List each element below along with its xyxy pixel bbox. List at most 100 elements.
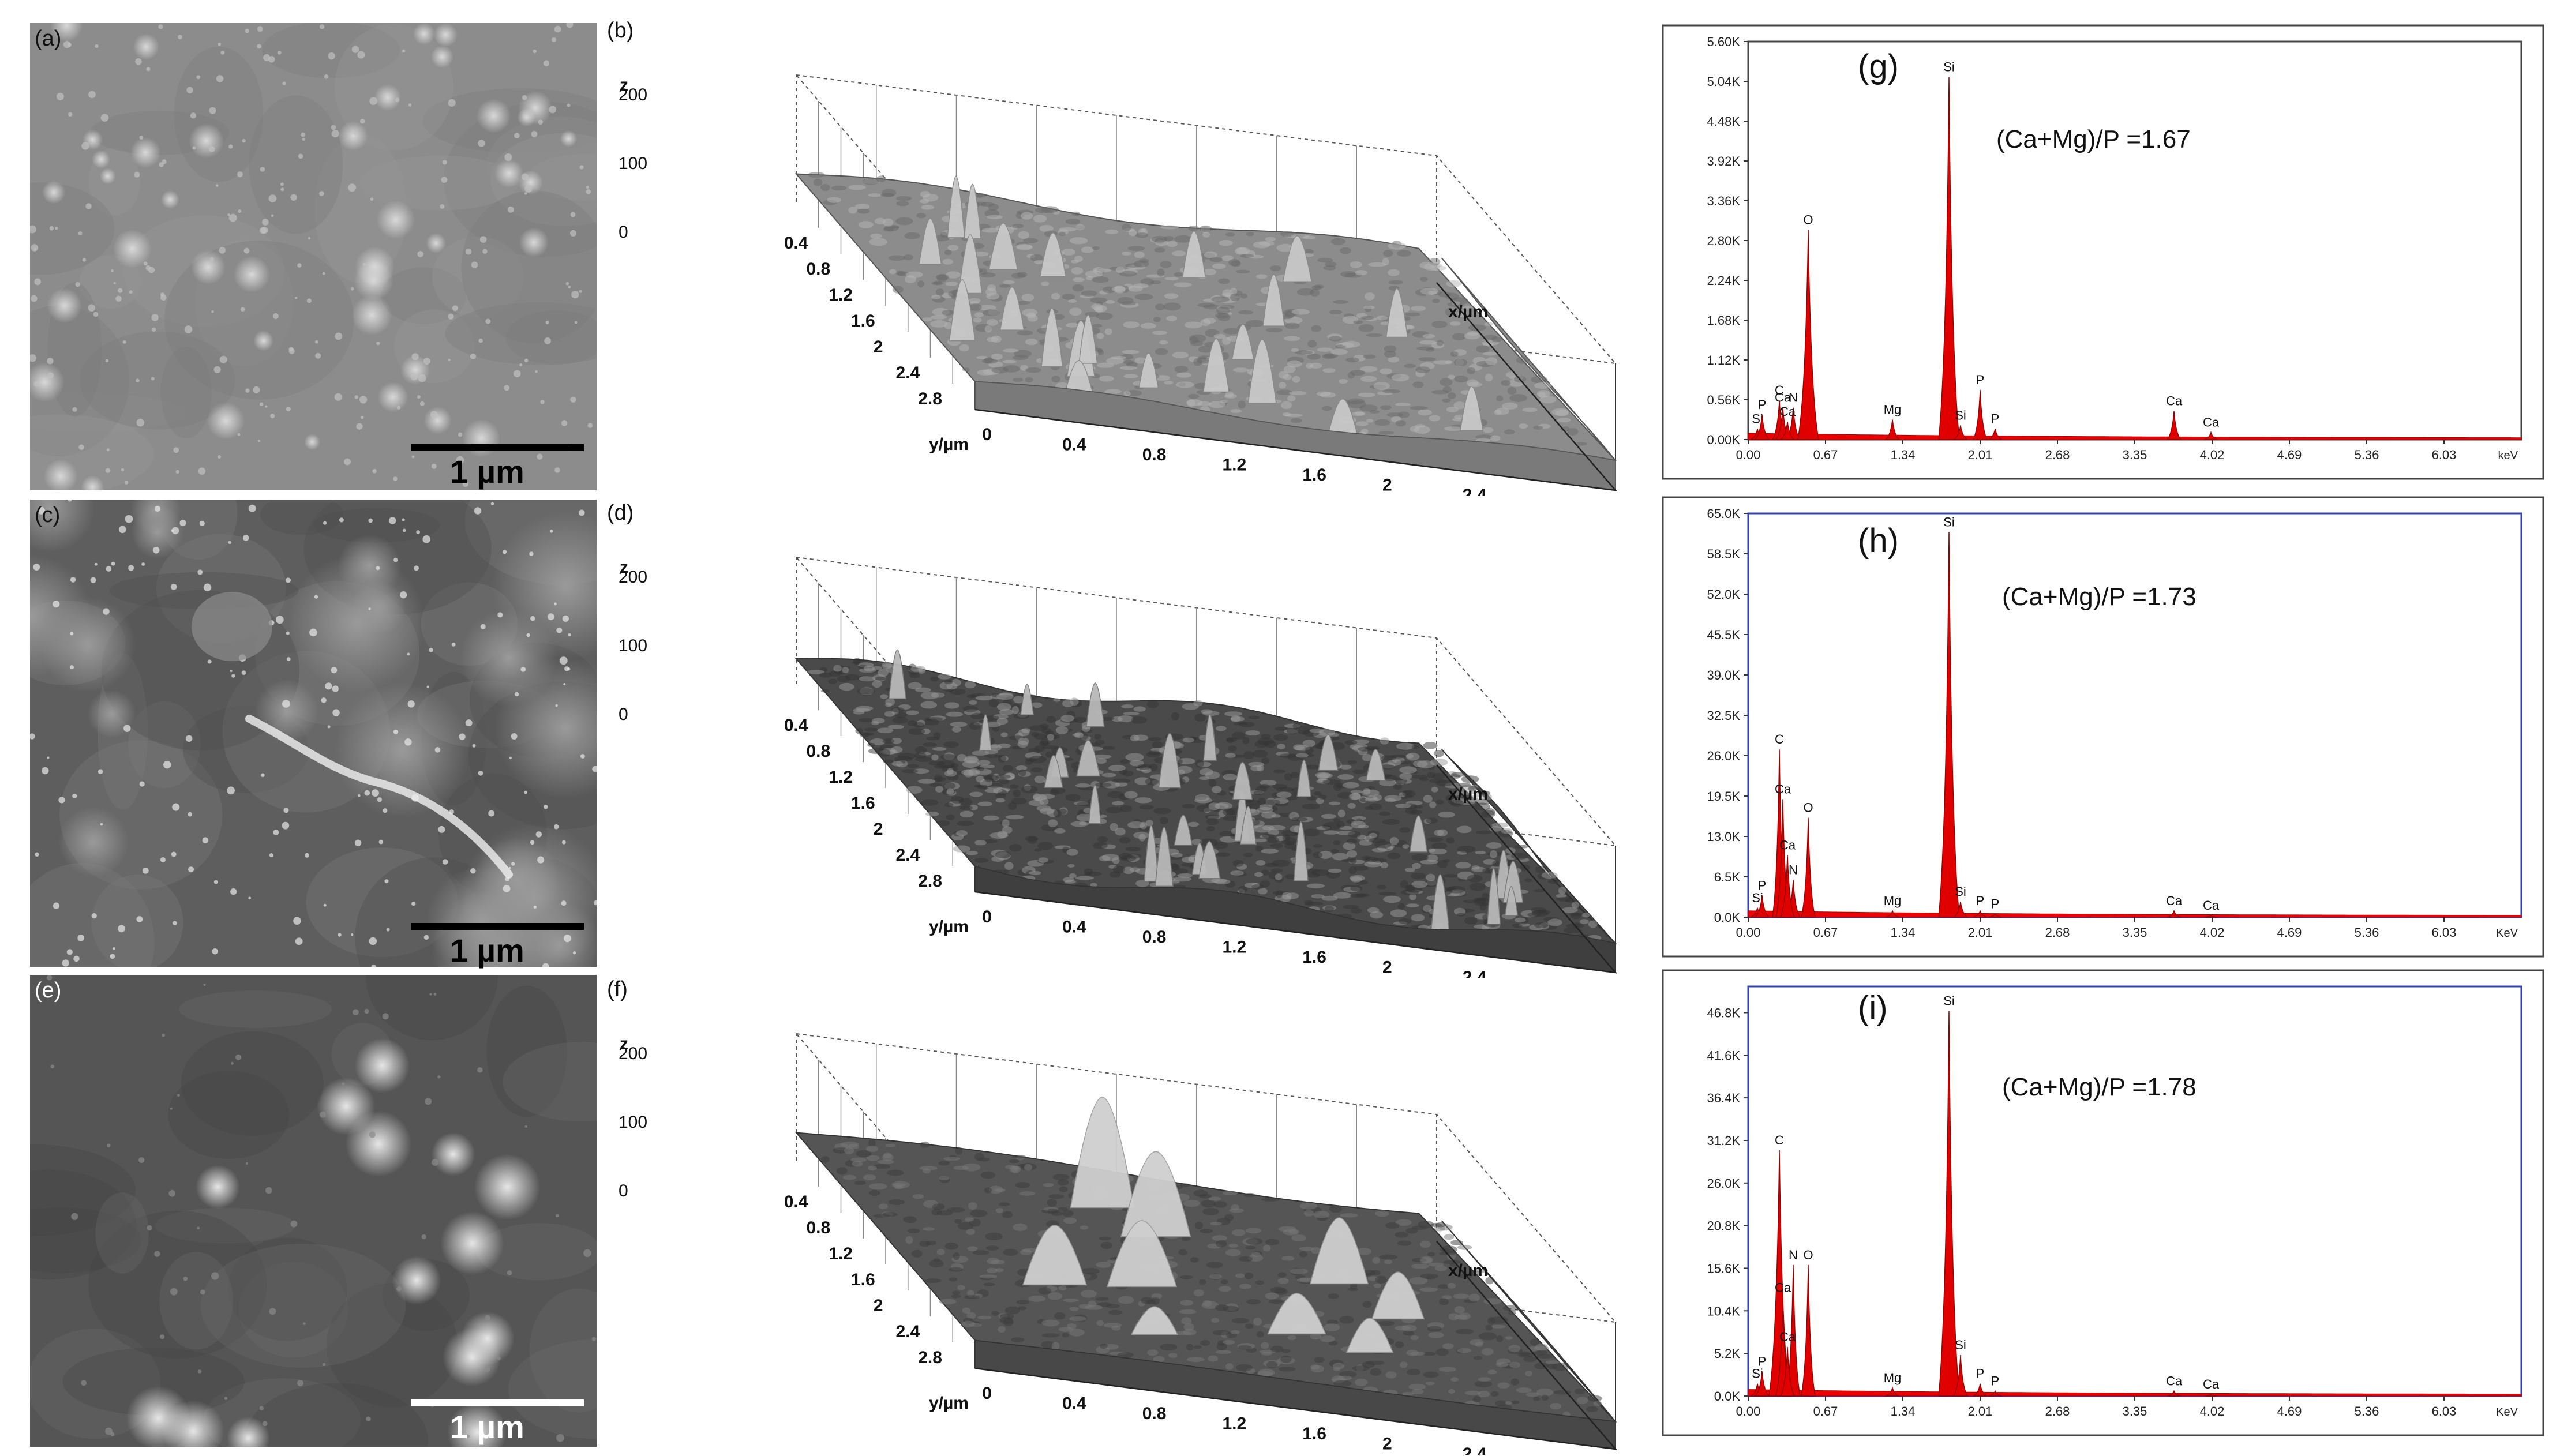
eds-y-tick: 3.92K	[1707, 154, 1741, 168]
y-tick-label: 2.4	[896, 846, 920, 865]
eds-peak	[1972, 389, 1988, 440]
x-tick-label: 0.8	[1142, 445, 1167, 464]
y-tick-label: 2	[874, 820, 883, 839]
x-tick-label: 2.8	[1542, 1454, 1566, 1455]
y-axis-label: y/µm	[929, 1394, 969, 1413]
scale-label-c: 1 µm	[450, 932, 524, 969]
eds-y-tick: 58.5K	[1707, 547, 1741, 561]
eds-x-tick: 0.67	[1813, 448, 1838, 462]
x-tick-label: 2	[1382, 1434, 1392, 1453]
x-tick-label: 1.2	[1222, 937, 1246, 956]
eds-peak-label: N	[1789, 1248, 1798, 1262]
afm-panel-d: z 200 100 0 0.4 0.8 1.2 1.6 2 2.4 2.8 y/µm 0 0.4 0.8 1.…	[606, 500, 1639, 978]
z-tick-label: 100	[619, 636, 647, 655]
x-tick-label: 0.8	[1142, 928, 1167, 947]
eds-peak	[1779, 855, 1796, 918]
eds-panel-i: 0.0K 5.2K 10.4K 15.6K 20.8K 26.0K 31.2K 36.4K 41…	[1662, 969, 2544, 1436]
eds-peak-label: O	[1803, 213, 1813, 227]
eds-y-tick: 32.5K	[1707, 708, 1741, 723]
y-tick-label: 2.4	[896, 363, 920, 382]
eds-peak	[1801, 817, 1816, 918]
eds-y-tick: 2.24K	[1707, 273, 1741, 288]
eds-peak	[1938, 77, 1960, 440]
eds-peak-label: P	[1991, 412, 2000, 426]
eds-y-tick: 5.2K	[1714, 1346, 1741, 1361]
eds-x-tick: 0.67	[1813, 1404, 1838, 1419]
sem-image-c	[30, 500, 597, 967]
eds-y-tick: 19.5K	[1707, 789, 1741, 804]
eds-unit: KeV	[2496, 1406, 2518, 1419]
x-tick-label: 0.4	[1062, 1394, 1086, 1413]
eds-x-tick: 4.69	[2277, 1404, 2302, 1419]
panel-label-f: (f)	[607, 977, 628, 1001]
scale-label-a: 1 µm	[450, 453, 524, 490]
eds-peak	[2167, 909, 2182, 918]
eds-peak	[1988, 429, 2003, 440]
y-tick-label: 0.8	[807, 742, 831, 761]
panel-label-c: (c)	[35, 503, 61, 527]
eds-peak	[1754, 1371, 1770, 1397]
z-tick-label: 200	[619, 1044, 647, 1063]
eds-peak	[1779, 1346, 1796, 1397]
eds-peak-label: Mg	[1884, 894, 1902, 908]
eds-peak	[1801, 1264, 1816, 1397]
eds-x-tick: 2.68	[2045, 1404, 2070, 1419]
scale-bar-e	[411, 1399, 584, 1406]
eds-peak	[1938, 1011, 1960, 1397]
x-tick-label: 2.4	[1463, 486, 1487, 496]
eds-peak-label: P	[1991, 897, 2000, 911]
eds-peak	[2203, 431, 2218, 440]
eds-peak-label: N	[1789, 391, 1798, 405]
eds-peak-label: Ca	[1779, 404, 1796, 419]
eds-peak-label: C	[1775, 732, 1784, 746]
eds-x-tick: 3.35	[2123, 1404, 2147, 1419]
x-tick-label: 0.4	[1062, 917, 1086, 936]
x-tick-label: 2.4	[1463, 968, 1487, 978]
sem-panel-c: (c) 1 µm	[30, 500, 597, 969]
y-tick-label: 0.4	[784, 716, 808, 735]
eds-y-tick: 15.6K	[1707, 1261, 1741, 1275]
eds-y-tick: 5.04K	[1707, 74, 1741, 89]
x-axis-label: x/µm	[1448, 785, 1488, 804]
eds-y-tick: 36.4K	[1707, 1091, 1741, 1105]
eds-peak	[2203, 1394, 2218, 1397]
eds-peak	[1952, 1354, 1969, 1397]
eds-x-tick: 2.68	[2045, 925, 2070, 940]
eds-x-tick: 5.36	[2355, 1404, 2379, 1419]
z-tick-label: 0	[619, 705, 628, 724]
eds-peak-label: Si	[1955, 1338, 1966, 1352]
x-tick-label: 2	[1382, 958, 1392, 977]
eds-peak-label: Ca	[1775, 391, 1791, 405]
eds-y-tick: 13.0K	[1707, 830, 1741, 844]
eds-peak-label: Mg	[1884, 1371, 1902, 1385]
eds-peak-label: Ca	[2203, 1377, 2220, 1391]
ratio-g: (Ca+Mg)/P =1.67	[1996, 125, 2191, 153]
eds-peak-label: Ca	[2166, 1374, 2183, 1388]
x-tick-label: 1.6	[1302, 466, 1326, 485]
eds-peak-label: Mg	[1884, 403, 1902, 417]
eds-y-tick: 5.60K	[1707, 35, 1741, 49]
y-tick-label: 1.6	[851, 312, 875, 331]
eds-peak-label: O	[1803, 801, 1813, 815]
eds-x-tick: 5.36	[2355, 925, 2379, 940]
z-tick-label: 100	[619, 1113, 647, 1132]
y-tick-label: 1.6	[851, 794, 875, 813]
eds-x-tick: 0.00	[1736, 925, 1761, 940]
panel-label-g: (g)	[1858, 48, 1899, 85]
eds-y-tick: 6.5K	[1714, 870, 1741, 884]
x-axis-label: x/µm	[1448, 1261, 1488, 1280]
eds-x-tick: 3.35	[2123, 925, 2147, 940]
ratio-h: (Ca+Mg)/P =1.73	[2002, 583, 2197, 611]
y-tick-label: 0.4	[784, 234, 808, 253]
eds-peak	[1797, 230, 1819, 440]
eds-y-tick: 31.2K	[1707, 1134, 1741, 1148]
eds-peak	[1884, 419, 1901, 440]
eds-x-tick: 1.34	[1891, 1404, 1916, 1419]
eds-x-tick: 2.01	[1968, 925, 1993, 940]
eds-peak-label: P	[1991, 1374, 2000, 1388]
eds-peak-label: O	[1803, 1248, 1813, 1262]
eds-peak-label: Si	[1955, 408, 1966, 422]
eds-unit: KeV	[2496, 927, 2518, 940]
eds-y-tick: 0.56K	[1707, 393, 1741, 407]
eds-panel-g: 0.00K 0.56K 1.12K 1.68K 2.24K 2.80K 3.36K 3.92K…	[1662, 24, 2544, 480]
